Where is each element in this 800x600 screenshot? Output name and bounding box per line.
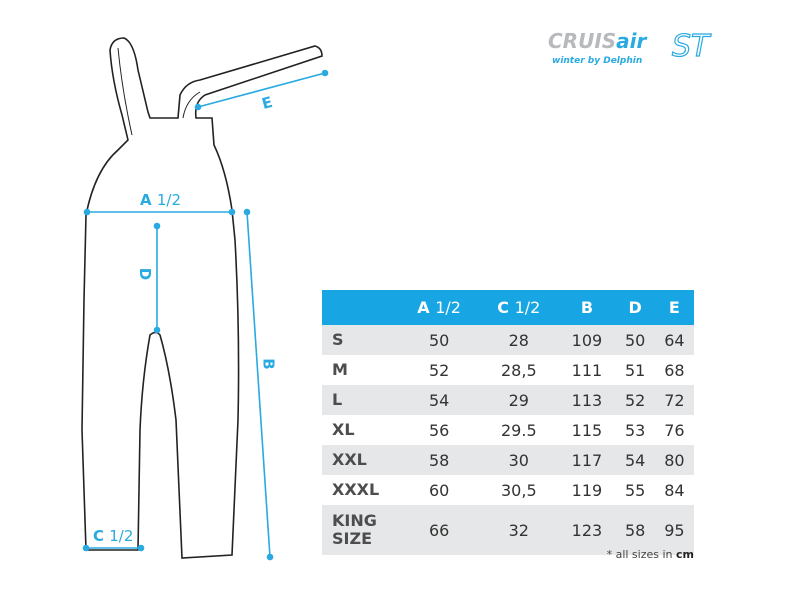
measure-b-line	[246, 211, 271, 558]
measure-d-end	[153, 326, 161, 334]
measure-e-line	[197, 72, 326, 108]
logo-tagline: winter by Delphin	[552, 56, 643, 66]
table-cell: 80	[654, 445, 694, 475]
size-label: XXXL	[332, 480, 380, 499]
table-cell: 54	[615, 445, 655, 475]
label-b: B	[259, 358, 278, 370]
measure-c-end	[137, 544, 145, 552]
table-cell: 30,5	[501, 480, 537, 500]
table-cell: 64	[654, 325, 694, 355]
column-header: A 1/2	[399, 290, 480, 325]
overalls-diagram	[81, 37, 329, 561]
table-cell: 52	[615, 385, 655, 415]
table-cell: 50	[615, 325, 655, 355]
table-cell: 113	[558, 385, 616, 415]
table-cell: 32	[479, 505, 559, 555]
measure-a-end	[228, 208, 236, 216]
table-cell: 123	[558, 505, 616, 555]
strap-inner-line	[117, 47, 201, 136]
units-note: * all sizes in cm	[606, 548, 694, 561]
table-row: KING SIZE 66 32 123 58 95	[322, 505, 694, 555]
measure-e-end	[194, 103, 202, 111]
table-row: XXXL 60 30,5 119 55 84	[322, 475, 694, 505]
table-cell: 52	[428, 360, 450, 380]
label-a: A 1/2	[140, 191, 181, 209]
size-label: M	[332, 360, 348, 379]
table-row: L 54 29 113 52 72	[322, 385, 694, 415]
table-row: S 50 28 109 50 64	[322, 325, 694, 355]
measure-c-end	[82, 544, 90, 552]
measure-a-end	[83, 208, 91, 216]
table-cell: 117	[558, 445, 616, 475]
table-cell: 29.5	[501, 420, 537, 440]
table-cell: 28,5	[501, 360, 537, 380]
overalls-outline	[81, 37, 323, 559]
table-cell: 53	[624, 420, 646, 440]
size-label: XL	[332, 420, 355, 439]
size-label: S	[322, 325, 399, 355]
table-cell: 50	[399, 325, 480, 355]
label-d: D	[136, 267, 155, 281]
table-cell: 68	[664, 360, 685, 380]
label-c: C 1/2	[93, 527, 134, 545]
brand-logo: CRUISair winter by Delphin ST	[548, 29, 718, 76]
table-cell: 95	[654, 505, 694, 555]
table-cell: 76	[664, 420, 685, 440]
size-label: XXL	[322, 445, 399, 475]
measure-b-end	[266, 553, 274, 561]
measure-e-end	[321, 69, 329, 77]
size-table: A 1/2 C 1/2 B D E S 50 28 109 50 64 M 52 28,5 111 51…	[322, 290, 694, 555]
table-cell: 56	[428, 420, 450, 440]
table-cell: 54	[399, 385, 480, 415]
table-cell: 29	[479, 385, 559, 415]
column-header: C 1/2	[479, 290, 559, 325]
table-cell: 119	[571, 480, 603, 500]
table-cell: 28	[479, 325, 559, 355]
table-cell: 84	[664, 480, 685, 500]
column-header: E	[654, 290, 694, 325]
measure-d-end	[153, 222, 161, 230]
table-cell: 30	[479, 445, 559, 475]
measure-b-end	[243, 208, 251, 216]
table-cell: 109	[558, 325, 616, 355]
logo-wordmark: CRUISair	[548, 29, 647, 53]
column-header: B	[558, 290, 616, 325]
size-label: KING SIZE	[322, 505, 399, 555]
table-row: XL 56 29.5 115 53 76	[322, 415, 694, 445]
table-cell: 66	[399, 505, 480, 555]
logo-model: ST	[671, 29, 710, 64]
table-header: A 1/2 C 1/2 B D E	[322, 290, 694, 325]
table-row: M 52 28,5 111 51 68	[322, 355, 694, 385]
column-header: D	[615, 290, 655, 325]
table-cell: 55	[624, 480, 646, 500]
table-row: XXL 58 30 117 54 80	[322, 445, 694, 475]
table-cell: 58	[399, 445, 480, 475]
table-cell: 60	[428, 480, 450, 500]
column-header	[322, 290, 399, 325]
table-cell: 111	[571, 360, 603, 380]
size-label: L	[322, 385, 399, 415]
table-cell: 58	[615, 505, 655, 555]
table-cell: 72	[654, 385, 694, 415]
table-cell: 51	[624, 360, 646, 380]
table-cell: 115	[571, 420, 603, 440]
